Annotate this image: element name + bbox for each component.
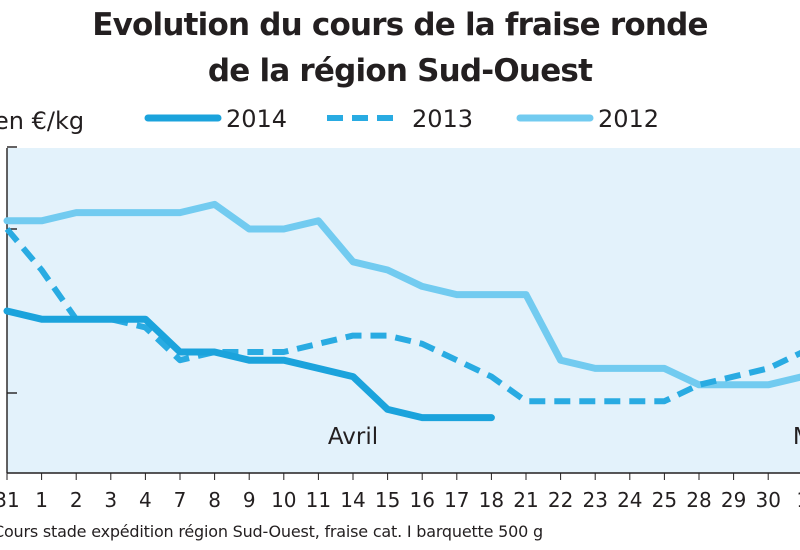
legend-label-2014: 2014 xyxy=(226,105,287,133)
x-tick-label-11: 15 xyxy=(375,488,400,512)
series-line-2013 xyxy=(4,227,800,405)
legend: 2014 2013 2012 xyxy=(144,105,659,133)
x-tick-label-23: 1 xyxy=(796,488,800,512)
x-tick-label-7: 9 xyxy=(243,488,256,512)
month-labels: Avril M xyxy=(328,424,800,450)
chart-title: Evolution du cours de la fraise ronde de… xyxy=(0,2,800,94)
x-tick-label-5: 7 xyxy=(174,488,187,512)
series-line-2012 xyxy=(3,200,800,389)
x-axis-ticks: 3112347891011141516171821222324252829301 xyxy=(0,473,800,512)
x-tick-label-21: 29 xyxy=(721,488,746,512)
x-tick-label-1: 1 xyxy=(35,488,48,512)
x-tick-label-16: 22 xyxy=(548,488,573,512)
month-label-0: Avril xyxy=(328,424,378,450)
x-tick-label-13: 17 xyxy=(444,488,469,512)
x-tick-label-18: 24 xyxy=(617,488,642,512)
x-tick-label-4: 4 xyxy=(139,488,152,512)
x-tick-label-17: 23 xyxy=(582,488,607,512)
plot-area-background xyxy=(7,148,800,473)
x-tick-label-19: 25 xyxy=(652,488,677,512)
x-tick-label-22: 30 xyxy=(755,488,780,512)
series-lines xyxy=(3,200,800,422)
x-tick-label-3: 3 xyxy=(104,488,117,512)
x-tick-label-20: 28 xyxy=(686,488,711,512)
source-note: Cours stade expédition région Sud-Ouest,… xyxy=(0,522,543,541)
y-axis-label: en €/kg xyxy=(0,107,84,135)
x-tick-label-15: 21 xyxy=(513,488,538,512)
legend-label-2013: 2013 xyxy=(412,105,473,133)
series-line-2014 xyxy=(3,307,495,422)
x-tick-label-9: 11 xyxy=(306,488,331,512)
x-tick-label-6: 8 xyxy=(208,488,221,512)
x-tick-label-0: 31 xyxy=(0,488,20,512)
x-tick-label-14: 18 xyxy=(479,488,504,512)
x-tick-label-12: 16 xyxy=(409,488,434,512)
month-label-1: M xyxy=(793,424,800,450)
chart-title-line-1: Evolution du cours de la fraise ronde xyxy=(92,7,708,43)
x-tick-label-10: 14 xyxy=(340,488,365,512)
x-tick-label-8: 10 xyxy=(271,488,296,512)
line-chart: 3112347891011141516171821222324252829301… xyxy=(0,105,800,512)
chart-title-line-2: de la région Sud-Ouest xyxy=(207,53,593,89)
legend-label-2012: 2012 xyxy=(598,105,659,133)
x-tick-label-2: 2 xyxy=(70,488,83,512)
